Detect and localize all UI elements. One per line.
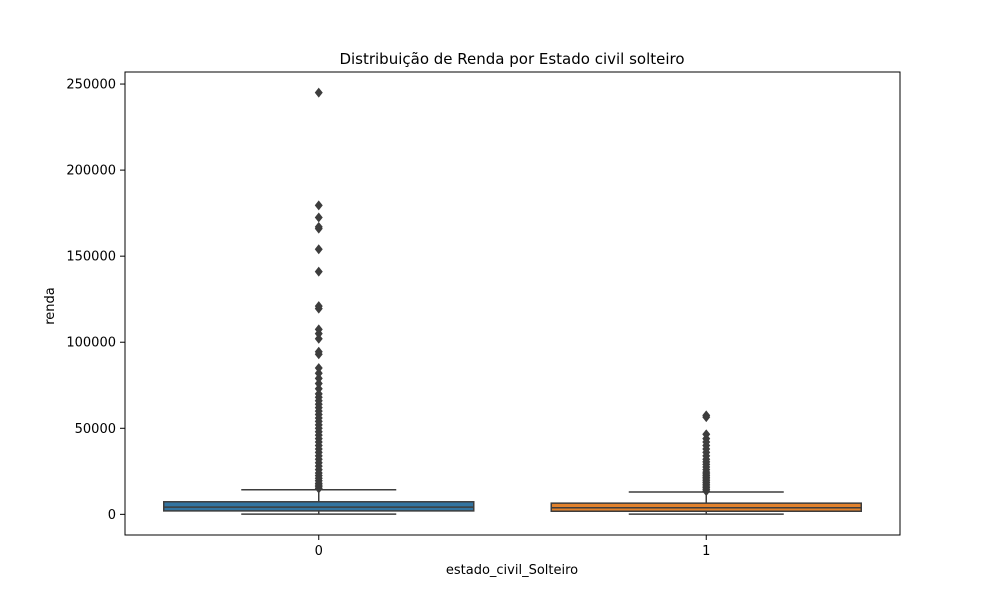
outlier-point	[314, 346, 323, 357]
outlier-point	[314, 200, 323, 211]
outlier-point	[314, 324, 323, 335]
outlier-point	[702, 429, 711, 440]
plot-frame	[124, 71, 901, 536]
outlier-point	[314, 383, 323, 394]
outlier-point	[314, 363, 323, 374]
y-axis-label: renda	[43, 287, 58, 325]
x-tick-label: 0	[315, 544, 323, 559]
outlier-point	[314, 388, 323, 399]
box-group-1	[550, 410, 862, 515]
outlier-point	[314, 333, 323, 344]
y-tick-label: 250000	[66, 78, 116, 93]
outlier-point	[314, 266, 323, 277]
outlier-point	[314, 368, 323, 379]
outlier-point	[314, 221, 323, 232]
outlier-point	[314, 378, 323, 389]
outlier-point	[314, 212, 323, 223]
y-tick-label: 0	[108, 508, 116, 523]
plot-area	[163, 87, 862, 515]
y-tick-label: 50000	[75, 422, 116, 437]
outlier-point	[314, 87, 323, 98]
chart-title: Distribuição de Renda por Estado civil s…	[339, 50, 684, 68]
outlier-point	[702, 410, 711, 421]
box-group-0	[163, 87, 475, 515]
iqr-box	[163, 501, 475, 512]
outlier-point	[314, 244, 323, 255]
outlier-point	[314, 373, 323, 384]
outlier-point	[314, 301, 323, 312]
axes: 0 50000 100000 150000 200000 250000 0 1	[66, 71, 901, 559]
y-tick-label: 200000	[66, 164, 116, 179]
x-axis-label: estado_civil_Solteiro	[446, 563, 578, 578]
y-tick-label: 150000	[66, 250, 116, 265]
x-tick-label: 1	[702, 544, 710, 559]
y-tick-label: 100000	[66, 336, 116, 351]
